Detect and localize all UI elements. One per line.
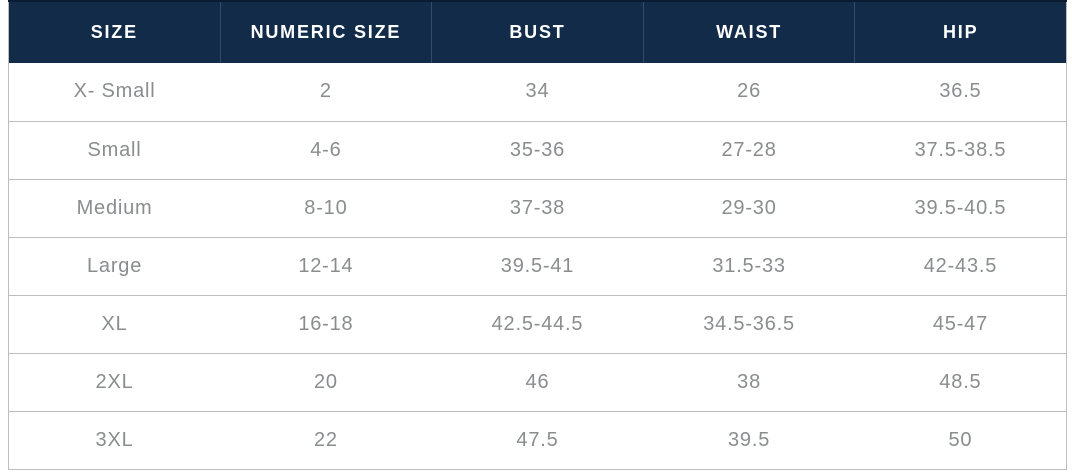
cell-bust: 42.5-44.5 [431,295,644,354]
cell-waist: 26 [643,63,855,122]
cell-size: 2XL [8,353,221,412]
cell-waist: 39.5 [643,411,855,470]
cell-numeric-size: 16-18 [220,295,432,354]
column-header-size: SIZE [8,0,221,63]
table-row: Small 4-6 35-36 27-28 37.5-38.5 [8,121,1067,180]
cell-numeric-size: 22 [220,411,432,470]
cell-waist: 38 [643,353,855,412]
cell-hip: 42-43.5 [854,237,1067,296]
cell-size: X- Small [8,63,221,122]
cell-numeric-size: 20 [220,353,432,412]
cell-hip: 48.5 [854,353,1067,412]
cell-numeric-size: 2 [220,63,432,122]
column-header-numeric-size: NUMERIC SIZE [219,0,432,63]
table-row: Medium 8-10 37-38 29-30 39.5-40.5 [8,179,1067,238]
cell-waist: 29-30 [643,179,855,238]
cell-bust: 34 [431,63,644,122]
table-row: Large 12-14 39.5-41 31.5-33 42-43.5 [8,237,1067,296]
cell-size: 3XL [8,411,221,470]
cell-numeric-size: 4-6 [220,121,432,180]
cell-size: XL [8,295,221,354]
size-chart-header: SIZE NUMERIC SIZE BUST WAIST HIP [8,0,1067,63]
cell-bust: 39.5-41 [431,237,644,296]
table-row: 3XL 22 47.5 39.5 50 [8,411,1067,470]
cell-hip: 50 [854,411,1067,470]
column-header-waist: WAIST [642,0,855,63]
cell-size: Large [8,237,221,296]
size-chart-table: SIZE NUMERIC SIZE BUST WAIST HIP X- Small 2 34… [8,0,1067,470]
cell-hip: 39.5-40.5 [854,179,1067,238]
size-chart-body: X- Small 2 34 26 36.5 Small 4-6 35-36 27-28 37.5-… [8,63,1067,470]
column-header-hip: HIP [854,0,1067,63]
table-row: 2XL 20 46 38 48.5 [8,353,1067,412]
cell-hip: 37.5-38.5 [854,121,1067,180]
cell-bust: 35-36 [431,121,644,180]
table-row: X- Small 2 34 26 36.5 [8,63,1067,122]
cell-size: Small [8,121,221,180]
cell-numeric-size: 12-14 [220,237,432,296]
cell-numeric-size: 8-10 [220,179,432,238]
cell-waist: 27-28 [643,121,855,180]
cell-bust: 37-38 [431,179,644,238]
table-row: XL 16-18 42.5-44.5 34.5-36.5 45-47 [8,295,1067,354]
column-header-bust: BUST [431,0,644,63]
cell-waist: 31.5-33 [643,237,855,296]
cell-size: Medium [8,179,221,238]
cell-bust: 46 [431,353,644,412]
cell-waist: 34.5-36.5 [643,295,855,354]
header-row: SIZE NUMERIC SIZE BUST WAIST HIP [8,0,1067,63]
cell-bust: 47.5 [431,411,644,470]
cell-hip: 36.5 [854,63,1067,122]
cell-hip: 45-47 [854,295,1067,354]
